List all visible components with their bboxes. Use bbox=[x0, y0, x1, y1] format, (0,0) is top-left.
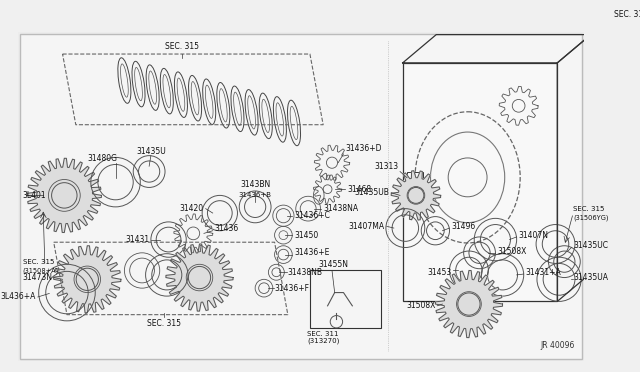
Text: 31455N: 31455N bbox=[319, 260, 349, 269]
Polygon shape bbox=[435, 270, 502, 338]
Text: 31407MA: 31407MA bbox=[349, 222, 385, 231]
Text: 31436+B: 31436+B bbox=[239, 192, 271, 198]
Text: SEC. 315: SEC. 315 bbox=[614, 10, 640, 19]
Text: 31438NA: 31438NA bbox=[323, 204, 358, 213]
Text: 31438NB: 31438NB bbox=[288, 268, 323, 277]
Text: SEC. 311: SEC. 311 bbox=[307, 331, 339, 337]
Text: 31508X: 31508X bbox=[406, 301, 435, 310]
Text: 3143BN: 3143BN bbox=[240, 180, 270, 189]
Text: 31435UB: 31435UB bbox=[355, 188, 389, 197]
Text: 31496: 31496 bbox=[451, 222, 476, 231]
Text: (31508+A): (31508+A) bbox=[23, 267, 59, 274]
Text: 31313: 31313 bbox=[374, 162, 398, 171]
Text: 31436+E: 31436+E bbox=[294, 248, 330, 257]
Text: 31480G: 31480G bbox=[87, 154, 117, 163]
Text: 31468: 31468 bbox=[347, 185, 371, 194]
Text: SEC. 315: SEC. 315 bbox=[573, 206, 605, 212]
Text: 31508X: 31508X bbox=[497, 247, 527, 256]
Text: 31436+F: 31436+F bbox=[275, 284, 310, 293]
Text: 31431: 31431 bbox=[125, 235, 149, 244]
Text: 31431+A: 31431+A bbox=[525, 268, 561, 277]
Bar bbox=[407, 171, 423, 189]
Bar bbox=[310, 270, 381, 328]
Text: 31435UA: 31435UA bbox=[573, 273, 608, 282]
Text: 3L436+A: 3L436+A bbox=[1, 292, 36, 301]
Text: 31435UC: 31435UC bbox=[573, 241, 608, 250]
Text: SEC. 315: SEC. 315 bbox=[147, 319, 181, 328]
Text: 31436+C: 31436+C bbox=[294, 211, 330, 220]
Text: (31506YG): (31506YG) bbox=[573, 214, 609, 221]
Bar bbox=[403, 63, 557, 301]
Text: 31420: 31420 bbox=[180, 204, 204, 213]
Text: 31407N: 31407N bbox=[518, 231, 548, 240]
Text: 31435U: 31435U bbox=[136, 147, 166, 155]
Text: JR 40096: JR 40096 bbox=[541, 341, 575, 350]
Text: 31436+D: 31436+D bbox=[345, 144, 381, 153]
Polygon shape bbox=[391, 171, 441, 220]
Polygon shape bbox=[28, 158, 101, 232]
Text: 31450: 31450 bbox=[294, 231, 318, 240]
Polygon shape bbox=[166, 244, 233, 311]
Text: SEC. 315: SEC. 315 bbox=[165, 42, 199, 51]
Text: 31453: 31453 bbox=[427, 268, 451, 277]
Polygon shape bbox=[54, 246, 121, 313]
Text: SEC. 315: SEC. 315 bbox=[23, 259, 54, 264]
Text: 31473N: 31473N bbox=[22, 273, 52, 282]
Text: 31436: 31436 bbox=[214, 224, 239, 232]
Text: (313270): (313270) bbox=[307, 338, 339, 344]
Text: 3L401: 3L401 bbox=[23, 191, 47, 200]
